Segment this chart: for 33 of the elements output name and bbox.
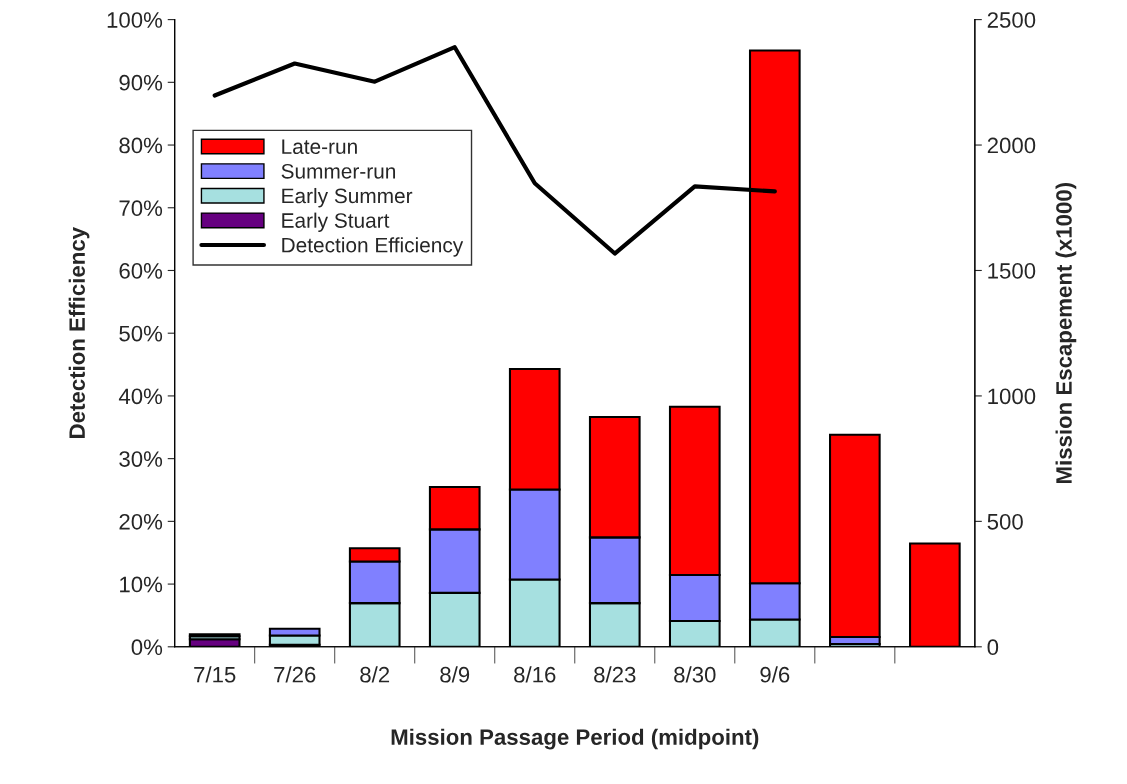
y2-tick-label: 2500 <box>987 12 1036 28</box>
y-tick-label: 20% <box>119 513 163 530</box>
x-tick-label: 8/30 <box>674 666 716 683</box>
y-tick-label: 80% <box>119 137 163 154</box>
x-tick-label: 8/23 <box>594 666 636 683</box>
legend-label: Early Summer <box>282 187 413 208</box>
y2-tick-label: 1000 <box>988 388 1036 405</box>
legend-label: Early Stuart <box>282 212 390 233</box>
y-tick-label: 60% <box>119 263 163 279</box>
y-tick-label: 0% <box>131 639 163 656</box>
x-tick-label: 8/16 <box>514 666 556 683</box>
x-tick-label: 7/15 <box>194 666 236 683</box>
y-tick-label: 70% <box>119 200 163 217</box>
x-tick-label: 9/6 <box>760 666 790 683</box>
y2-tick-label: 500 <box>987 513 1023 530</box>
y-tick-label: 50% <box>119 325 163 342</box>
x-tick-label: 8/2 <box>360 666 390 683</box>
y-tick-label: 100% <box>107 12 163 28</box>
y2-tick-label: 1500 <box>988 263 1036 279</box>
x-axis-title: Mission Passage Period (midpoint) <box>391 728 759 750</box>
legend-label: Summer-run <box>281 163 396 179</box>
y2-axis-title: Mission Escapement (x1000) <box>1055 183 1077 483</box>
y2-tick-label: 2000 <box>987 137 1036 154</box>
legend-label: Detection Efficiency <box>282 237 464 257</box>
x-tick-label: 7/26 <box>274 666 316 683</box>
y-tick-label: 90% <box>119 74 163 91</box>
legend-label: Late-run <box>282 139 357 154</box>
x-tick-label: 8/9 <box>440 666 470 683</box>
y-axis-title: Detection Efficiency <box>68 227 90 438</box>
y-tick-label: 40% <box>118 388 163 405</box>
y-tick-label: 30% <box>119 451 163 467</box>
y2-tick-label: 0 <box>987 639 999 656</box>
y-tick-label: 10% <box>120 576 163 593</box>
